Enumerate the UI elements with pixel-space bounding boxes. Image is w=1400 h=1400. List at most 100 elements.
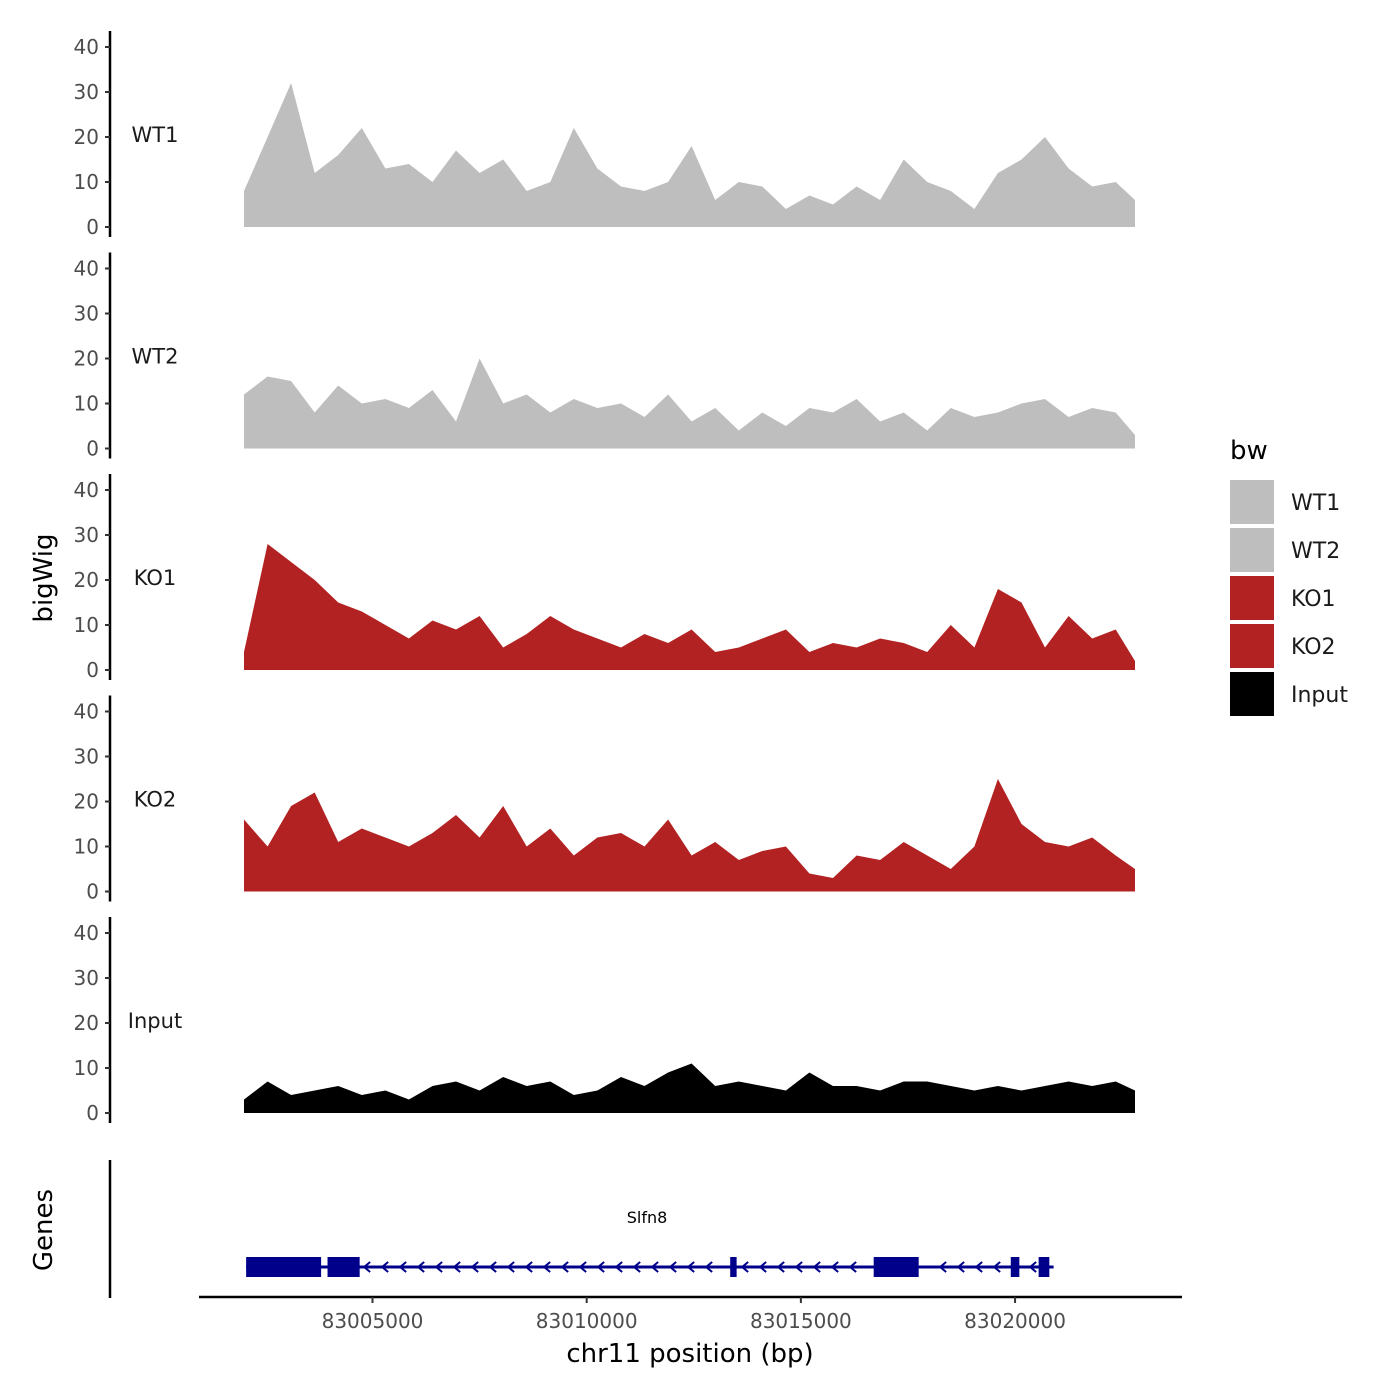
area-ko1 bbox=[244, 544, 1135, 670]
y-tick-label-ko2-0: 0 bbox=[86, 880, 99, 904]
legend-label-ko2: KO2 bbox=[1291, 635, 1336, 660]
strand-chevron bbox=[830, 1261, 839, 1273]
y-tick-label-wt2-10: 10 bbox=[74, 392, 99, 416]
strand-chevron bbox=[632, 1261, 641, 1273]
area-ko2 bbox=[244, 779, 1135, 892]
y-tick-label-ko2-20: 20 bbox=[74, 790, 99, 814]
legend-swatch-wt1 bbox=[1230, 480, 1274, 524]
gene-track: Slfn8 bbox=[108, 1160, 1054, 1298]
y-tick-label-input-40: 40 bbox=[74, 921, 99, 945]
exon-2 bbox=[327, 1257, 360, 1277]
y-tick-label-input-0: 0 bbox=[86, 1101, 99, 1125]
strand-chevron bbox=[506, 1261, 515, 1273]
legend: bw WT1 WT2 KO1 KO2 Input bbox=[1230, 436, 1348, 716]
track-label-ko1: KO1 bbox=[134, 566, 177, 590]
strand-chevron bbox=[938, 1261, 947, 1273]
strand-chevron bbox=[848, 1261, 857, 1273]
y-tick-label-input-20: 20 bbox=[74, 1011, 99, 1035]
y-tick-label-wt1-30: 30 bbox=[74, 80, 99, 104]
legend-swatch-ko2 bbox=[1230, 624, 1274, 668]
track-input: 0 10 20 30 40 Input bbox=[74, 917, 1135, 1125]
y-axis-title: bigWig bbox=[29, 533, 59, 622]
strand-chevron bbox=[704, 1261, 713, 1273]
track-label-ko2: KO2 bbox=[134, 788, 177, 812]
strand-chevron bbox=[416, 1261, 425, 1273]
strand-chevron bbox=[758, 1261, 767, 1273]
legend-label-wt2: WT2 bbox=[1291, 539, 1340, 564]
y-tick-label-wt2-40: 40 bbox=[74, 257, 99, 281]
track-wt1: 0 10 20 30 40 WT1 bbox=[74, 31, 1135, 239]
area-input bbox=[244, 1063, 1135, 1113]
strand-chevron bbox=[470, 1261, 479, 1273]
y-tick-label-wt1-40: 40 bbox=[74, 35, 99, 59]
strand-chevron bbox=[1028, 1261, 1037, 1273]
legend-label-wt1: WT1 bbox=[1291, 491, 1340, 516]
track-ko2: 0 10 20 30 40 KO2 bbox=[74, 695, 1135, 904]
y-tick-label-wt2-0: 0 bbox=[86, 437, 99, 461]
strand-chevron bbox=[488, 1261, 497, 1273]
x-tick-label-83010000: 83010000 bbox=[536, 1309, 638, 1333]
legend-swatch-input bbox=[1230, 672, 1274, 716]
strand-chevron bbox=[362, 1261, 371, 1273]
strand-chevron bbox=[794, 1261, 803, 1273]
y-tick-label-input-10: 10 bbox=[74, 1056, 99, 1080]
track-wt2: 0 10 20 30 40 WT2 bbox=[74, 252, 1135, 461]
exon-6 bbox=[1038, 1257, 1050, 1277]
y-tick-label-wt1-10: 10 bbox=[74, 170, 99, 194]
signal-tracks: 0 10 20 30 40 WT1 0 10 20 30 40 WT2 0 10 20 30 40 KO1 0 10 2… bbox=[74, 31, 1135, 1125]
strand-chevron bbox=[992, 1261, 1001, 1273]
y-tick-label-ko1-40: 40 bbox=[74, 478, 99, 502]
strand-chevron bbox=[956, 1261, 965, 1273]
y-tick-label-input-30: 30 bbox=[74, 966, 99, 990]
legend-label-input: Input bbox=[1291, 683, 1348, 708]
strand-chevron bbox=[740, 1261, 749, 1273]
strand-chevron bbox=[974, 1261, 983, 1273]
area-wt1 bbox=[244, 83, 1135, 227]
y-tick-label-ko2-40: 40 bbox=[74, 700, 99, 724]
y-tick-label-wt2-30: 30 bbox=[74, 302, 99, 326]
exon-4 bbox=[873, 1257, 919, 1277]
strand-chevron bbox=[578, 1261, 587, 1273]
y-tick-label-ko1-20: 20 bbox=[74, 568, 99, 592]
legend-swatch-wt2 bbox=[1230, 528, 1274, 572]
legend-title: bw bbox=[1230, 436, 1268, 466]
strand-chevron bbox=[380, 1261, 389, 1273]
gene-name-label: Slfn8 bbox=[627, 1208, 668, 1227]
gene-panel-title: Genes bbox=[29, 1189, 59, 1271]
x-tick-label-83005000: 83005000 bbox=[322, 1309, 424, 1333]
y-tick-label-ko2-10: 10 bbox=[74, 835, 99, 859]
track-ko1: 0 10 20 30 40 KO1 bbox=[74, 474, 1135, 682]
exon-5 bbox=[1010, 1257, 1020, 1277]
x-tick-label-83015000: 83015000 bbox=[750, 1309, 852, 1333]
exon-3 bbox=[730, 1257, 737, 1277]
strand-chevron bbox=[650, 1261, 659, 1273]
y-tick-label-ko1-0: 0 bbox=[86, 658, 99, 682]
strand-chevron bbox=[524, 1261, 533, 1273]
x-tick-label-83020000: 83020000 bbox=[964, 1309, 1066, 1333]
x-axis: 83005000 83010000 83015000 83020000 bbox=[199, 1295, 1182, 1333]
y-tick-label-ko2-30: 30 bbox=[74, 745, 99, 769]
y-tick-label-wt2-20: 20 bbox=[74, 347, 99, 371]
track-label-input: Input bbox=[128, 1009, 182, 1033]
strand-chevron bbox=[668, 1261, 677, 1273]
exon-1 bbox=[246, 1257, 322, 1277]
strand-chevron bbox=[434, 1261, 443, 1273]
y-tick-label-ko1-30: 30 bbox=[74, 523, 99, 547]
strand-chevron bbox=[812, 1261, 821, 1273]
legend-label-ko1: KO1 bbox=[1291, 587, 1336, 612]
y-tick-label-ko1-10: 10 bbox=[74, 613, 99, 637]
y-tick-label-wt1-20: 20 bbox=[74, 125, 99, 149]
strand-chevron bbox=[686, 1261, 695, 1273]
strand-chevron bbox=[560, 1261, 569, 1273]
strand-chevron bbox=[776, 1261, 785, 1273]
track-label-wt1: WT1 bbox=[132, 123, 179, 147]
x-axis-title: chr11 position (bp) bbox=[566, 1339, 813, 1369]
area-wt2 bbox=[244, 358, 1135, 449]
strand-chevron bbox=[614, 1261, 623, 1273]
strand-chevron bbox=[542, 1261, 551, 1273]
strand-chevron bbox=[596, 1261, 605, 1273]
y-tick-label-wt1-0: 0 bbox=[86, 215, 99, 239]
strand-chevron bbox=[452, 1261, 461, 1273]
gene-slfn8: Slfn8 bbox=[246, 1208, 1054, 1277]
